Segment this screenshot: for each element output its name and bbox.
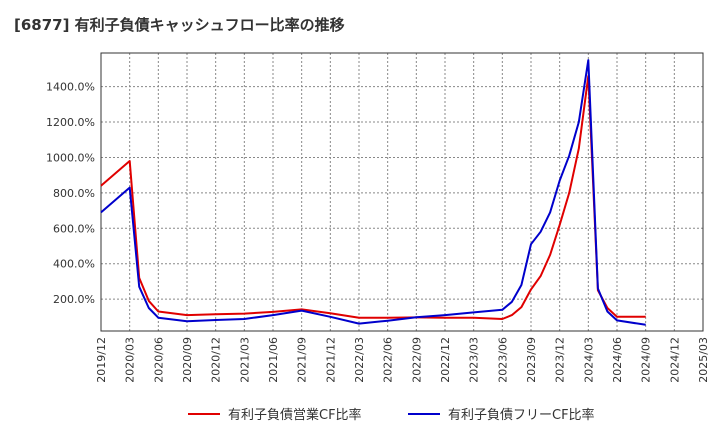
x-tick-label: 2022/06 (382, 337, 395, 383)
plot-area (100, 52, 704, 332)
x-tick-label: 2022/09 (410, 337, 423, 383)
y-tick-label: 1400.0% (46, 81, 95, 94)
x-tick-label: 2023/12 (554, 337, 567, 383)
x-tick-label: 2020/03 (124, 337, 137, 383)
x-tick-label: 2021/09 (296, 337, 309, 383)
y-tick-label: 400.0% (53, 258, 95, 271)
x-tick-label: 2024/09 (640, 337, 653, 383)
x-tick-label: 2020/06 (152, 337, 165, 383)
y-axis: 200.0% 400.0% 600.0% 800.0% 1000.0% 1200.0% 14… (46, 81, 95, 306)
x-tick-label: 2021/12 (324, 337, 337, 383)
series-line-1 (100, 75, 646, 320)
x-tick-label: 2022/12 (439, 337, 452, 383)
y-tick-label: 200.0% (53, 293, 95, 306)
chart-title: [6877] 有利子負債キャッシュフロー比率の推移 (14, 16, 345, 34)
x-tick-label: 2025/03 (697, 337, 710, 383)
legend-label-1: 有利子負債営業CF比率 (228, 407, 362, 423)
x-tick-label: 2022/03 (353, 337, 366, 383)
x-tick-label: 2021/06 (267, 337, 280, 383)
x-axis: 2019/12 2020/03 2020/06 2020/09 2020/12 2021/… (95, 337, 710, 383)
x-tick-label: 2024/06 (611, 337, 624, 383)
x-tick-label: 2020/12 (210, 337, 223, 383)
x-tick-label: 2021/03 (238, 337, 251, 383)
x-tick-label: 2023/09 (525, 337, 538, 383)
series-lines (100, 59, 646, 326)
x-tick-label: 2024/03 (582, 337, 595, 383)
grid (101, 53, 703, 331)
x-tick-label: 2020/09 (181, 337, 194, 383)
series-line-2 (100, 59, 646, 326)
legend: 有利子負債営業CF比率 有利子負債フリーCF比率 (188, 407, 595, 423)
y-tick-label: 1000.0% (46, 151, 95, 164)
x-tick-label: 2024/12 (668, 337, 681, 383)
x-tick-label: 2023/03 (468, 337, 481, 383)
x-tick-label: 2019/12 (95, 337, 108, 383)
y-tick-label: 800.0% (53, 187, 95, 200)
legend-label-2: 有利子負債フリーCF比率 (448, 407, 595, 423)
y-tick-label: 600.0% (53, 222, 95, 235)
x-tick-label: 2023/06 (496, 337, 509, 383)
y-tick-label: 1200.0% (46, 116, 95, 129)
